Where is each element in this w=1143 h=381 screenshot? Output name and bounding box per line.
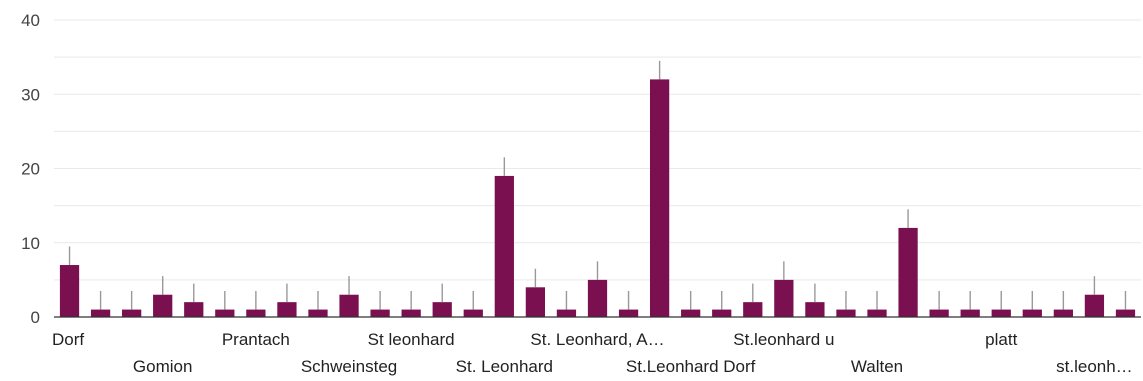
bar: [153, 294, 173, 317]
bar: [712, 309, 732, 317]
bar: [122, 309, 142, 317]
error-bars: [68, 60, 1127, 310]
bar: [681, 309, 701, 317]
x-category-label: Walten: [851, 357, 903, 376]
bar: [59, 265, 80, 317]
bar: [1084, 294, 1105, 317]
bar: [587, 279, 608, 317]
bar: [898, 227, 918, 317]
bar: [463, 309, 483, 317]
y-tick-label: 10: [21, 234, 40, 253]
x-category-label: Prantach: [222, 330, 290, 349]
x-category-label: St. Leonhard: [456, 357, 553, 376]
bar: [215, 309, 235, 317]
bar: [339, 294, 359, 317]
bar: [401, 309, 421, 317]
y-tick-label: 40: [21, 11, 40, 30]
bar: [308, 309, 328, 317]
bar: [525, 287, 546, 317]
bar: [246, 309, 266, 317]
bar: [184, 302, 204, 317]
x-category-label: St leonhard: [368, 330, 455, 349]
bar: [556, 309, 577, 317]
bar: [774, 279, 794, 317]
x-category-label: St. Leonhard, A…: [530, 330, 664, 349]
bar: [743, 302, 763, 317]
y-tick-label: 20: [21, 160, 40, 179]
y-tick-label: 30: [21, 85, 40, 104]
x-category-label: Gomion: [133, 357, 193, 376]
bar: [1115, 309, 1136, 317]
x-category-label: st.leonh…: [1056, 357, 1133, 376]
bar: [370, 309, 390, 317]
bar: [1053, 309, 1073, 317]
bar: [867, 309, 887, 317]
y-axis-tick-labels: 0 10 20 30 40: [21, 11, 40, 327]
bar: [649, 79, 670, 318]
x-category-label: St.Leonhard Dorf: [626, 357, 756, 376]
bar: [836, 309, 856, 317]
x-category-label: platt: [985, 330, 1017, 349]
bar: [929, 309, 949, 317]
bar: [494, 175, 514, 317]
x-category-label: Dorf: [52, 330, 84, 349]
bars: [59, 79, 1136, 318]
y-tick-label: 0: [31, 308, 40, 327]
bar: [90, 309, 111, 317]
bar: [1022, 309, 1042, 317]
bar: [991, 309, 1011, 317]
bar: [618, 309, 639, 317]
bar: [960, 309, 980, 317]
x-category-label: Schweinsteg: [301, 357, 397, 376]
grid-lines: [54, 19, 1141, 281]
x-category-label: St.leonhard u: [733, 330, 834, 349]
bar: [432, 302, 452, 317]
x-axis-category-labels: Dorf Gomion Prantach Schweinsteg St leonhard…: [52, 330, 1133, 376]
bar: [277, 302, 297, 317]
bar: [805, 302, 825, 317]
